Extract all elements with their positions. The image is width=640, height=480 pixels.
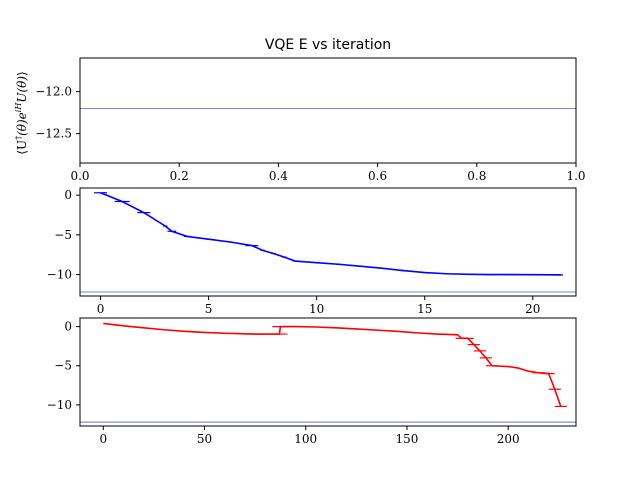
- x-tick-label: 200: [497, 432, 520, 446]
- x-tick-label: 10: [309, 302, 324, 316]
- y-tick-label: −10: [47, 268, 72, 282]
- x-tick-label: 150: [396, 432, 419, 446]
- x-tick-label: 0: [97, 302, 105, 316]
- axes-frame: [79, 187, 577, 297]
- x-tick-label: 20: [525, 302, 540, 316]
- x-tick-label: 100: [294, 432, 317, 446]
- x-tick-label: 50: [197, 432, 212, 446]
- subplot-top: 0.0 0.2 0.4 0.6 0.8 1.0 −12.0 −12.5: [35, 57, 586, 183]
- x-tick-label: 0: [99, 432, 107, 446]
- y-tick-label: −5: [54, 359, 72, 373]
- subplot-middle: 0 5 10 15 20 0 −5 −10: [47, 187, 577, 316]
- subplot-bottom: 0 50 100 150 200 0 −5 −10: [47, 317, 577, 446]
- series-line: [100, 192, 561, 276]
- x-tick-label: 0.0: [70, 169, 89, 183]
- y-tick-label: −5: [54, 228, 72, 242]
- x-tick-label: 1.0: [566, 169, 585, 183]
- x-tick-label: 0.8: [467, 169, 486, 183]
- y-tick-label: 0: [64, 188, 72, 202]
- axes-frame: [79, 57, 577, 164]
- x-tick-label: 15: [417, 302, 432, 316]
- x-tick-label: 0.4: [269, 169, 288, 183]
- y-tick-label: −10: [47, 398, 72, 412]
- series-line: [103, 322, 562, 407]
- y-tick-label: −12.0: [35, 85, 72, 99]
- chart-title: VQE E vs iteration: [265, 37, 391, 53]
- x-tick-label: 0.2: [170, 169, 189, 183]
- y-tick-label: −12.5: [35, 127, 72, 141]
- y-tick-label: 0: [64, 320, 72, 334]
- svg-text:⟨U†(θ)eiHU(θ)⟩: ⟨U†(θ)eiHU(θ)⟩: [14, 71, 29, 154]
- axes-frame: [79, 317, 577, 427]
- x-tick-label: 0.6: [368, 169, 387, 183]
- x-tick-label: 5: [205, 302, 213, 316]
- y-axis-label: ⟨U†(θ)eiHU(θ)⟩: [14, 71, 29, 154]
